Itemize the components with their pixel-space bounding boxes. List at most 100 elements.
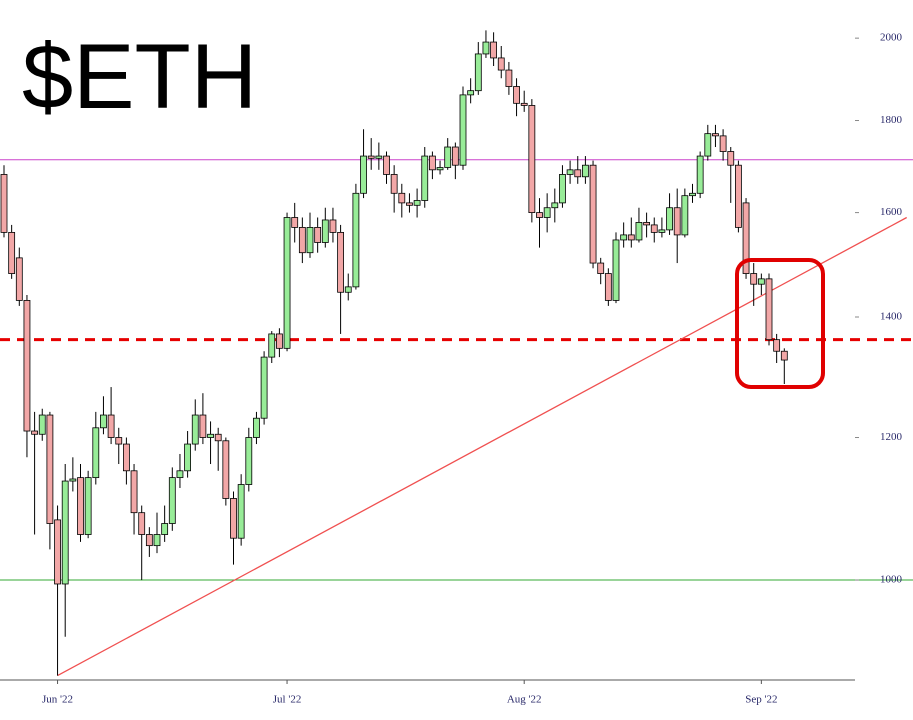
candle-body bbox=[253, 417, 260, 438]
candle-body bbox=[742, 202, 750, 274]
candle-body bbox=[574, 169, 582, 178]
y-tick-label: 1800 bbox=[880, 114, 903, 126]
candle-body bbox=[635, 222, 643, 241]
candle-body bbox=[390, 174, 398, 194]
candle-body bbox=[597, 262, 605, 274]
candle-body bbox=[436, 167, 444, 171]
candle-body bbox=[383, 155, 390, 175]
candle-body bbox=[107, 414, 115, 438]
candle-body bbox=[551, 202, 559, 209]
candle-body bbox=[650, 224, 658, 233]
candle-body bbox=[735, 164, 742, 228]
candle-body bbox=[673, 207, 681, 236]
candle-body bbox=[283, 217, 291, 349]
candle-body bbox=[497, 57, 505, 71]
candle-body bbox=[77, 477, 84, 535]
candle-body bbox=[352, 192, 360, 288]
candle-body bbox=[643, 222, 650, 226]
candle-body bbox=[421, 155, 429, 201]
candle-body bbox=[92, 427, 100, 479]
candle-body bbox=[161, 523, 169, 535]
candle-body bbox=[413, 200, 421, 206]
candle-body bbox=[31, 430, 39, 435]
candle-body bbox=[306, 227, 314, 254]
candle-body bbox=[505, 69, 513, 87]
candle-body bbox=[337, 231, 345, 293]
candle-body bbox=[719, 135, 727, 152]
candle-body bbox=[689, 192, 696, 197]
x-tick-label: Aug '22 bbox=[507, 694, 542, 706]
candle-body bbox=[145, 534, 153, 547]
candle-body bbox=[765, 278, 773, 341]
candle-body bbox=[291, 217, 299, 228]
candle-body bbox=[153, 534, 161, 547]
candle-body bbox=[536, 212, 543, 218]
candle-body bbox=[344, 286, 352, 293]
candle-body bbox=[513, 86, 520, 104]
candle-body bbox=[482, 41, 490, 55]
candle-body bbox=[54, 519, 61, 585]
candle-body bbox=[100, 414, 107, 429]
candle-body bbox=[406, 202, 413, 206]
candle-body bbox=[681, 195, 689, 236]
y-tick-label: 1400 bbox=[880, 311, 903, 323]
candle-body bbox=[268, 333, 276, 358]
candle-body bbox=[214, 433, 222, 442]
candle-body bbox=[184, 443, 192, 472]
candle-body bbox=[199, 414, 207, 438]
candle-body bbox=[245, 437, 253, 485]
y-tick-label: 2000 bbox=[880, 32, 903, 44]
y-tick-label: 1000 bbox=[880, 574, 903, 586]
candle-body bbox=[375, 155, 383, 159]
candle-body bbox=[61, 480, 69, 585]
candle-body bbox=[176, 470, 184, 479]
candle-body bbox=[727, 151, 735, 166]
candle-body bbox=[360, 155, 367, 194]
candle-body bbox=[666, 207, 673, 231]
candle-body bbox=[750, 273, 758, 285]
candle-body bbox=[757, 278, 765, 285]
candle-body bbox=[38, 414, 46, 435]
candle-body bbox=[704, 133, 712, 157]
candle-body bbox=[520, 102, 528, 106]
candle-body bbox=[696, 155, 704, 194]
candle-body bbox=[260, 356, 268, 419]
candle-body bbox=[773, 339, 781, 352]
x-tick-label: Sep '22 bbox=[745, 694, 777, 706]
candle-body bbox=[398, 192, 406, 204]
candle-body bbox=[780, 350, 788, 361]
candle-body bbox=[612, 239, 620, 301]
candle-body bbox=[168, 477, 176, 524]
candle-body bbox=[275, 333, 283, 349]
candle-body bbox=[69, 478, 77, 482]
candle-body bbox=[8, 231, 16, 274]
candle-body bbox=[566, 169, 574, 175]
candle-body bbox=[543, 207, 551, 218]
candle-body bbox=[222, 440, 230, 499]
candle-body bbox=[230, 498, 237, 539]
candle-body bbox=[84, 477, 92, 535]
candle-body bbox=[582, 164, 589, 178]
y-tick-label: 1600 bbox=[880, 206, 903, 218]
candle-body bbox=[130, 470, 138, 514]
candle-body bbox=[329, 219, 337, 233]
candle-body bbox=[428, 155, 436, 171]
candle-body bbox=[298, 227, 306, 254]
candle-body bbox=[191, 414, 199, 445]
candle-body bbox=[237, 484, 245, 539]
candle-body bbox=[314, 227, 322, 243]
chart-title: $ETH bbox=[22, 26, 257, 128]
candle-body bbox=[490, 41, 498, 59]
candle-body bbox=[658, 229, 666, 233]
x-tick-label: Jun '22 bbox=[42, 694, 73, 706]
candle-body bbox=[474, 53, 482, 92]
candle-body bbox=[123, 443, 130, 472]
candle-body bbox=[627, 234, 635, 241]
candle-body bbox=[712, 133, 719, 137]
candle-body bbox=[620, 234, 628, 241]
candle-body bbox=[467, 90, 475, 96]
candle-body bbox=[138, 512, 146, 535]
candle-body bbox=[559, 174, 566, 204]
